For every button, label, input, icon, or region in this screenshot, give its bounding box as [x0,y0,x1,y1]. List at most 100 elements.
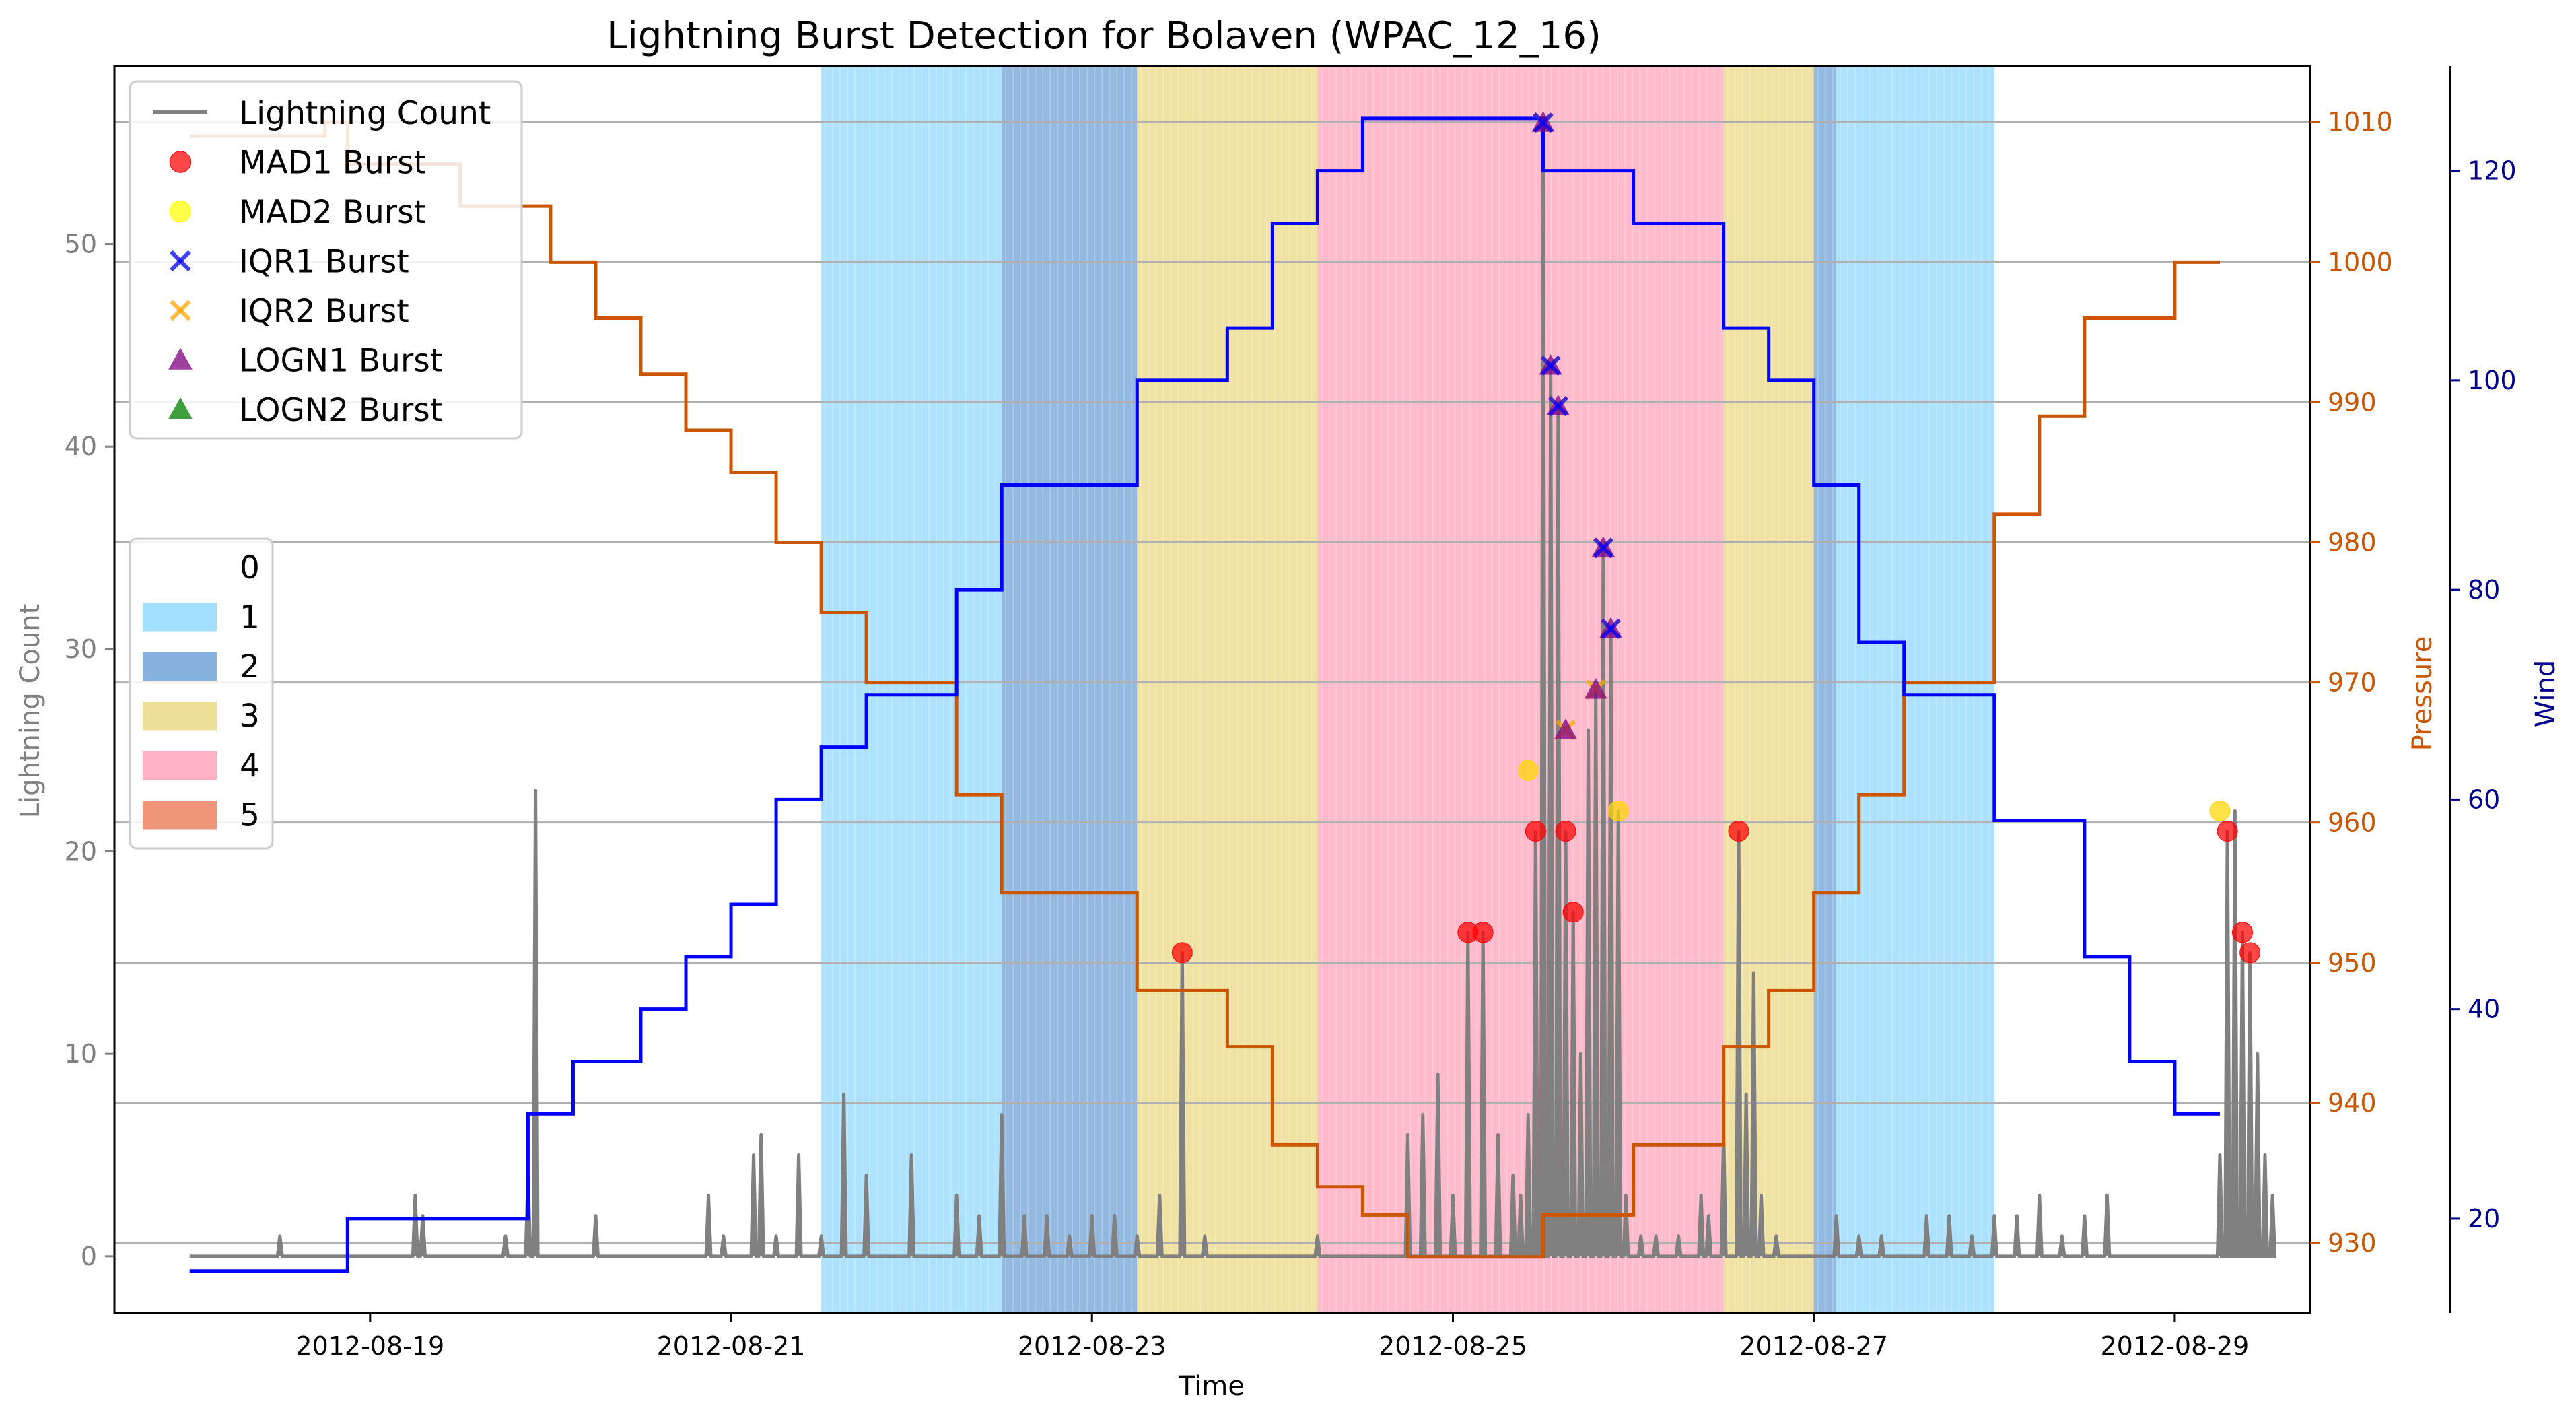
mad1-burst-marker-6 [1728,820,1749,842]
lightning-spike-61 [1751,972,1756,1256]
lightning-spike-77 [2225,831,2230,1256]
x-axis-label: Time [1178,1371,1245,1402]
lightning-spike-73 [2059,1236,2064,1256]
lightning-spike-63 [1774,1236,1779,1256]
lightning-spike-52 [1623,1195,1628,1256]
series-legend-label-3: IQR1 Burst [239,244,409,281]
category-legend-swatch-2 [143,652,217,681]
iqr1-burst-marker-0-stroke-b [1533,112,1554,133]
lightning-spike-70 [1992,1215,1997,1256]
lightning-spike-72 [2037,1195,2042,1256]
lightning-spike-81 [2255,1054,2260,1256]
lightning-spike-53 [1638,1236,1644,1256]
category-legend-swatch-3 [143,702,217,731]
y-left-tick-label-1: 10 [65,1039,97,1069]
lightning-spike-78 [2232,811,2237,1256]
series-legend-marker-4 [170,300,191,321]
lightning-spike-83 [2270,1195,2275,1256]
lightning-spike-80 [2248,952,2253,1256]
category-band-3 [1317,66,1724,1313]
series-legend-marker-6 [168,397,193,419]
lightning-spike-79 [2239,932,2245,1256]
series-legend-marker-3-stroke-b [170,250,191,272]
series-legend-frame [129,80,523,440]
mad2-burst-marker-0 [1517,760,1539,781]
iqr1-burst-marker-2-stroke-b [1547,395,1568,417]
burst-markers [1171,111,2261,964]
x-tick-label-5: 2012-08-29 [2100,1331,2249,1361]
series-legend-label-4: IQR2 Burst [239,293,409,330]
chart-title: Lightning Burst Detection for Bolaven (W… [606,14,1601,58]
lightning-spike-0 [277,1236,283,1256]
x-tick-label-3: 2012-08-25 [1379,1331,1527,1361]
category-bands [821,66,1994,1313]
lightning-spike-45 [1570,912,1576,1256]
lightning-spike-35 [1480,932,1486,1256]
mad1-burst-marker-4 [1555,820,1576,842]
lightning-spike-69 [1969,1236,1974,1256]
y-wind-tick-label-1: 40 [2468,994,2500,1024]
plot-frame [113,65,2311,1314]
lightning-spike-37 [1510,1175,1516,1256]
series-legend-label-0: Lightning Count [239,95,491,132]
lightning-spike-57 [1706,1215,1711,1256]
lightning-spike-27 [1179,952,1185,1256]
lightning-spike-62 [1759,1195,1764,1256]
series-legend-label-1: MAD1 Burst [239,145,426,182]
y-left-tick-label-4: 40 [65,432,97,461]
lightning-spike-82 [2262,1155,2268,1256]
lightning-spike-7 [706,1195,711,1256]
lightning-spike-56 [1698,1195,1704,1256]
series-legend-marker-4-stroke-b [170,300,191,321]
y-left-tick-label-0: 0 [81,1242,97,1271]
mad1-burst-marker-3 [1525,820,1546,842]
iqr1-burst-marker-1 [1540,355,1561,376]
series-legend-marker-5 [168,347,193,370]
category-legend-label-0: 0 [240,549,260,586]
lightning-spike-71 [2014,1215,2019,1256]
category-legend-label-4: 4 [240,747,260,784]
lightning-spike-29 [1315,1236,1320,1256]
y-pressure-tick-label-2: 950 [2328,948,2377,978]
iqr1-burst-marker-0 [1533,112,1554,133]
series-legend-label-6: LOGN2 Burst [239,392,442,429]
lightning-spike-58 [1721,1135,1727,1256]
y-pressure-tick-label-1: 940 [2328,1088,2377,1118]
lightning-spike-23 [1089,1215,1094,1256]
mad1-burst-marker-7 [2217,820,2238,842]
lightning-spike-49 [1601,547,1606,1256]
lightning-spike-54 [1653,1236,1659,1256]
lightning-spike-3 [503,1236,508,1256]
mad1-burst-marker-8 [2231,922,2253,943]
iqr1-burst-marker-3-stroke-b [1593,537,1614,558]
lightning-spike-24 [1112,1215,1117,1256]
iqr1-burst-marker-4 [1600,618,1622,639]
y-pressure-tick-label-4: 970 [2328,668,2377,698]
pressure-line [189,120,2220,1259]
y-wind-tick-label-0: 20 [2468,1204,2500,1234]
lightning-spike-40 [1533,831,1538,1256]
series-legend-label-2: MAD2 Burst [239,194,426,231]
lightning-spike-39 [1525,1114,1531,1256]
lightning-spike-32 [1435,1074,1440,1256]
lightning-spike-16 [909,1155,914,1256]
lightning-spike-46 [1578,1054,1583,1256]
lightning-spike-48 [1593,689,1599,1256]
lightning-spike-47 [1586,730,1591,1256]
category-legend: 0 1 2 3 4 5 [129,537,274,850]
mad1-burst-marker-0 [1171,942,1193,964]
axes: 2012-08-19 2012-08-21 2012-08-23 2012-08-25… [65,65,2517,1361]
lightning-spike-10 [759,1135,764,1256]
lightning-spike-28 [1202,1236,1208,1256]
y-wind-tick-label-4: 100 [2468,366,2517,395]
lightning-spike-51 [1615,811,1621,1256]
lightning-spike-36 [1496,1135,1501,1256]
x-tick-label-1: 2012-08-21 [657,1331,806,1361]
iqr1-burst-marker-1-stroke-b [1540,355,1561,376]
lightning-spike-12 [796,1155,802,1256]
x-tick-label-2: 2012-08-23 [1018,1331,1167,1361]
lightning-spike-1 [413,1195,418,1256]
lightning-spike-65 [1856,1236,1862,1256]
x-tick-label-4: 2012-08-27 [1739,1331,1888,1361]
